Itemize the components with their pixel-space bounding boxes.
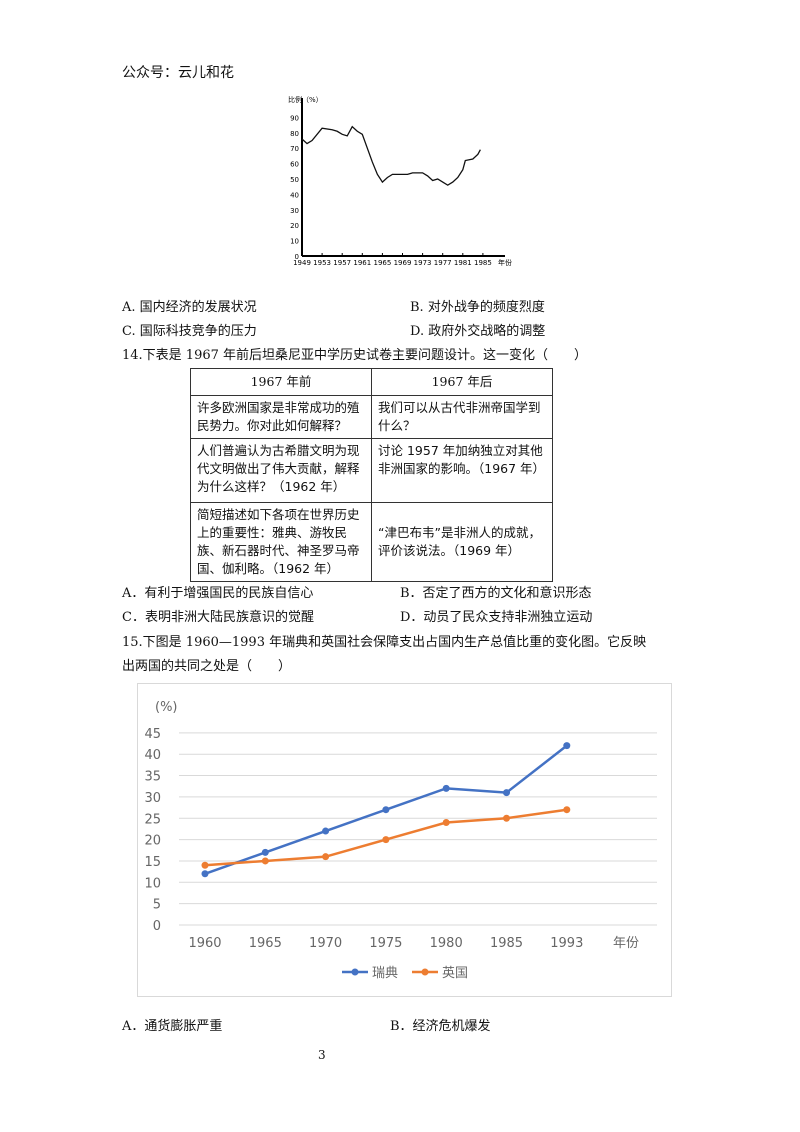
- q13-option-a: A. 国内经济的发展状况: [122, 300, 257, 315]
- table-cell: 我们可以从古代非洲帝国学到什么？: [371, 395, 553, 439]
- x-tick-label: 1980: [430, 936, 463, 951]
- data-point: [322, 853, 330, 861]
- y-tick-label: 90: [290, 114, 299, 122]
- table-header: 1967 年前: [190, 368, 372, 396]
- data-point: [322, 827, 330, 835]
- data-point: [382, 836, 390, 844]
- x-tick-label: 1993: [550, 936, 583, 951]
- y-tick-label: 20: [290, 222, 299, 230]
- x-tick-label: 1981: [454, 259, 472, 267]
- x-axis-label: 年份: [613, 936, 639, 951]
- q15-option-b: B．经济危机爆发: [390, 1019, 491, 1034]
- x-tick-label: 1985: [474, 259, 492, 267]
- data-point: [503, 789, 510, 797]
- y-tick-label: 50: [290, 176, 299, 184]
- legend-label: 英国: [442, 966, 468, 981]
- y-tick-label: 10: [290, 238, 299, 246]
- y-axis-unit: (%): [155, 700, 178, 715]
- y-tick-label: 0: [153, 919, 161, 934]
- q15-stem-line2: 出两国的共同之处是（ ）: [122, 659, 292, 674]
- table-cell: “津巴布韦”是非洲人的成就，评价该说法。（1969 年）: [371, 502, 553, 582]
- x-tick-label: 1961: [353, 259, 371, 267]
- legend-marker: [351, 968, 359, 976]
- table-cell: 讨论 1957 年加纳独立对其他非洲国家的影响。（1967 年）: [371, 438, 553, 503]
- chart-social-security: (%) 0 5 10 15 20 25 30 35 40 45 1960 1965 1970 1975 198…: [144, 700, 657, 981]
- data-line: [301, 125, 481, 186]
- data-point: [442, 819, 450, 827]
- x-tick-label: 1985: [490, 936, 523, 951]
- y-tick-label: 30: [144, 791, 161, 806]
- y-axis-label: 比例（%）: [288, 95, 323, 104]
- table-header: 1967 年后: [371, 368, 553, 396]
- table-cell: 简短描述如下各项在世界历史上的重要性：雅典、游牧民族、新石器时代、神圣罗马帝国、…: [190, 502, 372, 582]
- y-tick-label: 20: [144, 834, 161, 849]
- table-cell: 许多欧洲国家是非常成功的殖民势力。你对此如何解释？: [190, 395, 372, 439]
- data-point: [261, 857, 269, 865]
- y-tick-label: 70: [290, 145, 299, 153]
- y-tick-label: 10: [144, 876, 161, 891]
- y-tick-label: 30: [290, 207, 299, 215]
- table-cell: 人们普遍认为古希腊文明为现代文明做出了伟大贡献，解释为什么这样？（1962 年）: [190, 438, 372, 503]
- q15-option-a: A．通货膨胀严重: [122, 1019, 223, 1034]
- y-tick-label: 35: [144, 770, 161, 785]
- x-tick-label: 1977: [434, 259, 452, 267]
- q13-option-b: B. 对外战争的频度烈度: [410, 300, 545, 315]
- q14-option-c: C．表明非洲大陆民族意识的觉醒: [122, 610, 314, 625]
- x-tick-label: 1965: [373, 259, 391, 267]
- x-axis-label: 年份: [498, 258, 512, 267]
- x-tick-label: 1965: [249, 936, 282, 951]
- y-tick-label: 45: [144, 727, 161, 742]
- x-tick-label: 1970: [309, 936, 342, 951]
- q14-stem: 14.下表是 1967 年前后坦桑尼亚中学历史试卷主要问题设计。这一变化（ ）: [122, 348, 588, 363]
- q14-table: 1967 年前 1967 年后 许多欧洲国家是非常成功的殖民势力。你对此如何解释？…: [190, 368, 553, 582]
- x-tick-label: 1969: [394, 259, 412, 267]
- data-point: [261, 848, 269, 856]
- q13-option-d: D. 政府外交战略的调整: [410, 324, 546, 339]
- data-point: [382, 806, 390, 814]
- y-tick-label: 80: [290, 130, 299, 138]
- y-tick-label: 40: [144, 748, 161, 763]
- data-point: [201, 870, 209, 878]
- x-tick-label: 1957: [333, 259, 351, 267]
- q14-option-b: B．否定了西方的文化和意识形态: [400, 586, 592, 601]
- y-tick-label: 40: [290, 191, 299, 199]
- data-point: [563, 806, 571, 814]
- y-tick-label: 25: [144, 812, 161, 827]
- x-tick-label: 1960: [188, 936, 221, 951]
- data-point: [201, 861, 209, 869]
- x-tick-label: 1949: [293, 259, 311, 267]
- legend-marker: [421, 968, 429, 976]
- data-point: [563, 742, 571, 750]
- q14-option-d: D．动员了民众支持非洲独立运动: [400, 610, 593, 625]
- x-tick-label: 1975: [369, 936, 402, 951]
- y-tick-label: 60: [290, 161, 299, 169]
- x-tick-label: 1973: [414, 259, 432, 267]
- header-text: 公众号：云儿和花: [122, 65, 234, 81]
- y-tick-label: 5: [153, 898, 161, 913]
- data-point: [442, 784, 450, 792]
- y-tick-label: 0: [295, 253, 299, 261]
- q15-stem-line1: 15.下图是 1960—1993 年瑞典和英国社会保障支出占国内生产总值比重的变…: [122, 635, 647, 650]
- x-tick-label: 1953: [313, 259, 331, 267]
- q13-option-c: C. 国际科技竞争的压力: [122, 324, 257, 339]
- y-tick-label: 15: [144, 855, 161, 870]
- page-number: 3: [318, 1048, 326, 1062]
- q14-option-a: A．有利于增强国民的民族自信心: [122, 586, 314, 601]
- data-point: [503, 814, 510, 822]
- legend-label: 瑞典: [372, 966, 398, 981]
- chart-ratio: 比例（%） 0 10 20 30 40 50 60 70 80 90 1949 1953 1957 1961…: [288, 95, 512, 267]
- chart-social-security-box: [137, 683, 672, 997]
